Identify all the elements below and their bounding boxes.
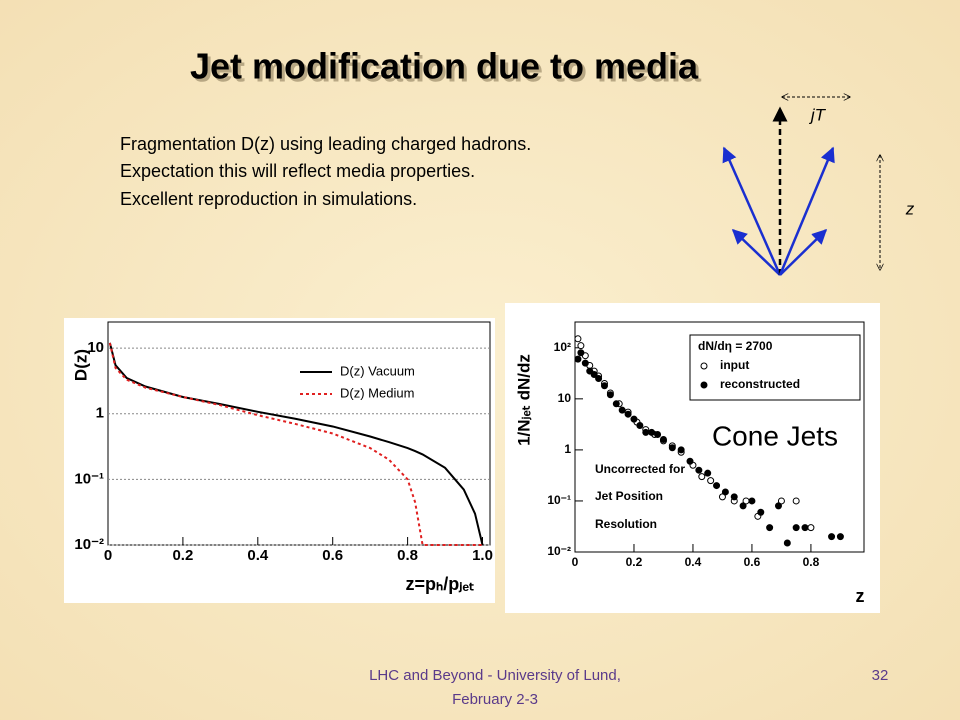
data-point — [574, 355, 582, 363]
y-tick-label: 10⁻¹ — [547, 493, 571, 507]
arrow — [778, 146, 835, 276]
data-point — [801, 524, 809, 532]
legend-label: D(z) Vacuum — [340, 363, 415, 378]
z-label: z — [905, 199, 915, 218]
data-point — [624, 410, 632, 418]
data-point — [698, 473, 706, 481]
bullet: Expectation this will reflect media prop… — [120, 161, 475, 181]
footer: LHC and Beyond - University of Lund, — [369, 667, 621, 684]
data-point — [695, 466, 703, 474]
data-point — [595, 375, 603, 383]
page-number: 32 — [872, 667, 889, 684]
x-axis-label: z=pₕ/pⱼₑₜ — [405, 574, 474, 594]
y-tick-label: 1 — [96, 405, 104, 422]
data-point — [766, 524, 774, 532]
plot-frame — [107, 321, 491, 546]
legend-label: input — [720, 358, 749, 372]
bullet: Fragmentation D(z) using leading charged… — [120, 134, 531, 154]
chart-panel — [64, 318, 495, 603]
data-point — [792, 497, 800, 505]
data-point — [618, 406, 626, 414]
x-tick-label: 0.6 — [322, 547, 343, 564]
jet-diagram: jT z — [722, 97, 915, 276]
x-tick-label: 0 — [104, 547, 112, 564]
slide-title: Jet modification due to media — [190, 46, 699, 87]
data-point — [739, 502, 747, 510]
data-point — [606, 391, 614, 399]
data-point — [748, 497, 756, 505]
data-point — [836, 533, 844, 541]
arrow — [731, 228, 781, 276]
plot-frame — [574, 321, 865, 553]
y-tick-label: 10⁻² — [547, 544, 571, 558]
y-tick-label: 10⁻¹ — [74, 470, 104, 487]
y-axis-label: D(z) — [71, 349, 90, 381]
data-point — [777, 497, 785, 505]
x-tick-label: 0.2 — [626, 555, 643, 569]
y-tick-label: 10² — [554, 340, 571, 354]
data-point — [718, 493, 726, 501]
legend-label: reconstructed — [720, 377, 800, 391]
x-tick-label: 0.4 — [247, 547, 269, 564]
data-point — [704, 469, 712, 477]
data-point — [713, 482, 721, 490]
data-line — [108, 342, 484, 546]
legend-marker — [700, 381, 708, 389]
x-tick-label: 0.6 — [744, 555, 761, 569]
data-point — [636, 422, 644, 430]
data-point — [612, 400, 620, 408]
data-point — [581, 359, 589, 367]
footer: February 2-3 — [452, 691, 538, 708]
data-point — [774, 502, 782, 510]
data-point — [590, 370, 598, 378]
y-tick-label: 10 — [87, 339, 104, 356]
x-tick-label: 0.8 — [397, 547, 418, 564]
data-point — [577, 342, 585, 350]
arrow — [722, 146, 782, 276]
data-point — [707, 477, 715, 485]
x-tick-label: 0.4 — [685, 555, 702, 569]
data-point — [792, 524, 800, 532]
x-tick-label: 1.0 — [472, 547, 493, 564]
y-axis-label: 1/Nⱼₑₜ dN/dz — [514, 354, 533, 446]
data-point — [686, 457, 694, 465]
annotation: Cone Jets — [712, 420, 838, 451]
data-point — [574, 335, 582, 343]
arrow — [779, 228, 828, 276]
annotation: Resolution — [595, 517, 657, 531]
y-tick-label: 10⁻² — [74, 536, 104, 553]
y-tick-label: 10 — [558, 391, 572, 405]
data-point — [677, 446, 685, 454]
data-point — [807, 524, 815, 532]
data-point — [648, 428, 656, 436]
jt-label: jT — [809, 105, 827, 124]
legend-label: D(z) Medium — [340, 385, 414, 400]
x-tick-label: 0.8 — [803, 555, 820, 569]
annotation: Jet Position — [595, 489, 663, 503]
data-point — [783, 539, 791, 547]
bullet: Excellent reproduction in simulations. — [120, 189, 417, 209]
data-point — [654, 431, 662, 439]
data-point — [659, 435, 667, 443]
data-point — [828, 533, 836, 541]
data-point — [668, 444, 676, 452]
legend-marker — [700, 362, 708, 370]
data-point — [577, 349, 585, 357]
data-point — [721, 488, 729, 496]
data-point — [600, 382, 608, 390]
data-point — [757, 508, 765, 516]
x-tick-label: 0 — [572, 555, 579, 569]
y-tick-label: 1 — [564, 442, 571, 456]
x-axis-label: z — [856, 586, 865, 606]
title-shadow: Jet modification due to media — [193, 49, 702, 90]
legend-title: dN/dη = 2700 — [698, 339, 773, 353]
data-point — [730, 493, 738, 501]
legend-box — [689, 334, 861, 401]
annotation: Uncorrected for — [595, 462, 685, 476]
data-point — [630, 415, 638, 423]
x-tick-label: 0.2 — [172, 547, 193, 564]
data-point — [642, 428, 650, 436]
